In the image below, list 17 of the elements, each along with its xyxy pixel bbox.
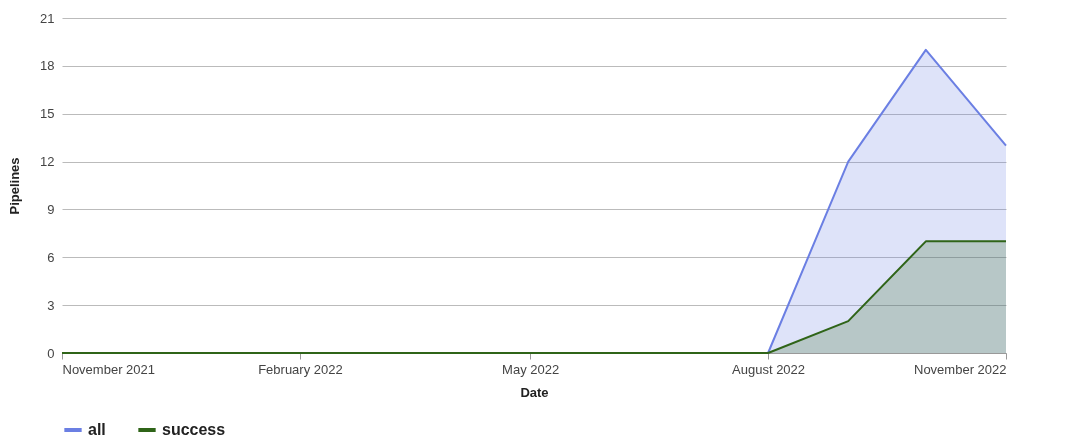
y-tick-label: 9 xyxy=(47,201,55,217)
y-tick-label: 15 xyxy=(40,106,55,122)
legend-label: success xyxy=(162,421,226,438)
y-tick-label: 0 xyxy=(47,345,55,361)
x-axis-title: Date xyxy=(520,384,549,400)
y-tick-label: 12 xyxy=(40,154,55,170)
y-tick-label: 3 xyxy=(47,297,55,313)
x-tick-label: May 2022 xyxy=(502,361,560,377)
y-tick-label: 18 xyxy=(40,58,55,74)
x-tick-label: August 2022 xyxy=(732,361,806,377)
y-tick-label: 6 xyxy=(47,249,55,265)
x-tick-label: November 2021 xyxy=(62,361,155,377)
x-tick-label: November 2022 xyxy=(914,361,1007,377)
x-tick-label: February 2022 xyxy=(258,361,343,377)
legend-label: all xyxy=(88,421,106,438)
y-tick-label: 21 xyxy=(40,10,55,26)
y-axis-title: Pipelines xyxy=(7,157,23,215)
